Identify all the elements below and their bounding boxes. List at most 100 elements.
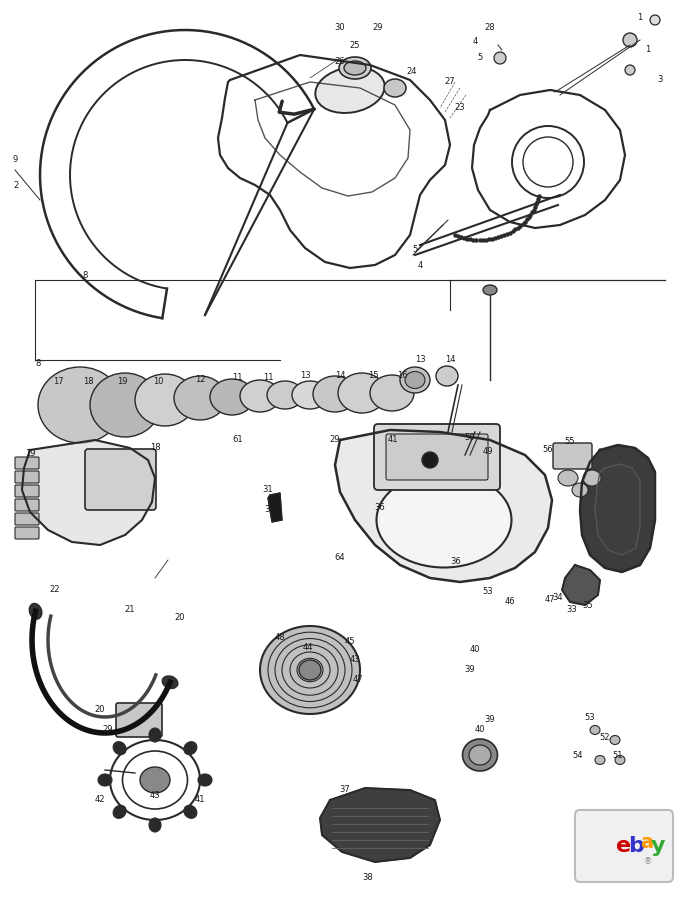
Text: 35: 35 (582, 600, 594, 609)
Text: 37: 37 (340, 786, 351, 795)
Text: 47: 47 (353, 676, 363, 685)
Text: 38: 38 (363, 874, 373, 883)
Ellipse shape (615, 755, 625, 764)
Text: 5: 5 (477, 53, 482, 62)
Text: 19: 19 (25, 448, 35, 457)
Ellipse shape (400, 367, 430, 393)
Ellipse shape (344, 61, 366, 75)
Text: 19: 19 (117, 377, 127, 386)
Text: 16: 16 (397, 372, 407, 381)
FancyBboxPatch shape (553, 443, 592, 469)
Text: 39: 39 (484, 716, 496, 724)
Text: 8: 8 (83, 271, 88, 280)
Text: y: y (651, 836, 665, 856)
Text: 14: 14 (444, 356, 455, 364)
Text: 11: 11 (232, 374, 242, 382)
Ellipse shape (339, 57, 371, 79)
Text: 26: 26 (335, 58, 345, 67)
Text: 28: 28 (484, 23, 496, 32)
Text: 55: 55 (565, 437, 575, 446)
Ellipse shape (210, 379, 254, 415)
Ellipse shape (338, 373, 386, 413)
Text: 24: 24 (407, 68, 417, 76)
Text: 53: 53 (584, 714, 595, 723)
Ellipse shape (149, 818, 161, 832)
Text: 13: 13 (414, 356, 426, 364)
Text: 22: 22 (50, 586, 60, 595)
Ellipse shape (184, 806, 197, 818)
Ellipse shape (370, 375, 414, 411)
Text: 4: 4 (417, 260, 423, 269)
Text: 41: 41 (195, 796, 205, 805)
Polygon shape (320, 788, 440, 862)
Text: 23: 23 (455, 104, 466, 112)
Ellipse shape (405, 372, 425, 389)
Text: 13: 13 (300, 372, 310, 381)
Ellipse shape (463, 739, 498, 771)
Ellipse shape (174, 376, 226, 420)
FancyBboxPatch shape (15, 499, 39, 511)
Text: 25: 25 (350, 40, 360, 50)
Text: 44: 44 (302, 644, 314, 652)
Text: 18: 18 (150, 444, 160, 453)
FancyBboxPatch shape (575, 810, 673, 882)
Text: 39: 39 (465, 665, 475, 674)
Ellipse shape (625, 65, 635, 75)
Text: 61: 61 (232, 436, 244, 445)
Text: 42: 42 (94, 796, 105, 805)
Text: 21: 21 (125, 606, 135, 615)
Text: 43: 43 (150, 790, 160, 799)
Ellipse shape (494, 52, 506, 64)
Text: 2: 2 (13, 181, 19, 190)
Ellipse shape (572, 483, 588, 497)
Text: 8: 8 (35, 358, 41, 367)
Ellipse shape (384, 79, 406, 97)
Ellipse shape (260, 626, 360, 714)
FancyBboxPatch shape (15, 457, 39, 469)
Text: 18: 18 (83, 377, 93, 386)
Text: 29: 29 (330, 436, 340, 445)
Text: 64: 64 (335, 554, 345, 562)
Ellipse shape (38, 367, 122, 443)
Text: 40: 40 (470, 645, 480, 654)
Ellipse shape (90, 373, 160, 437)
Text: 51: 51 (612, 751, 623, 760)
Ellipse shape (29, 604, 42, 619)
Text: 43: 43 (350, 655, 360, 664)
Ellipse shape (135, 374, 195, 426)
Text: 31: 31 (262, 485, 273, 494)
Ellipse shape (590, 725, 600, 734)
Text: 29: 29 (372, 23, 384, 32)
Text: 47: 47 (545, 596, 555, 605)
FancyBboxPatch shape (15, 471, 39, 483)
Ellipse shape (436, 366, 458, 386)
Text: 29: 29 (103, 725, 113, 734)
Text: 1: 1 (645, 46, 650, 55)
Text: 50: 50 (465, 434, 475, 443)
Text: 46: 46 (505, 598, 515, 607)
Ellipse shape (650, 15, 660, 25)
Ellipse shape (292, 381, 328, 409)
Text: 5: 5 (412, 246, 418, 255)
Text: 41: 41 (388, 436, 398, 445)
Text: 10: 10 (153, 377, 163, 386)
Text: 1: 1 (638, 14, 643, 22)
Ellipse shape (113, 742, 126, 755)
Ellipse shape (610, 735, 620, 744)
Text: 48: 48 (274, 634, 286, 643)
Ellipse shape (595, 755, 605, 764)
Ellipse shape (98, 774, 112, 786)
Ellipse shape (240, 380, 280, 412)
Text: 33: 33 (566, 606, 578, 615)
Text: 36: 36 (374, 503, 386, 512)
Polygon shape (335, 430, 552, 582)
Text: 14: 14 (335, 372, 345, 381)
Text: 12: 12 (195, 375, 205, 384)
Text: 52: 52 (600, 734, 610, 742)
FancyBboxPatch shape (85, 449, 156, 510)
Polygon shape (580, 445, 655, 572)
Text: e: e (617, 836, 631, 856)
Polygon shape (595, 464, 640, 555)
Text: 11: 11 (262, 374, 273, 382)
Ellipse shape (315, 67, 385, 113)
